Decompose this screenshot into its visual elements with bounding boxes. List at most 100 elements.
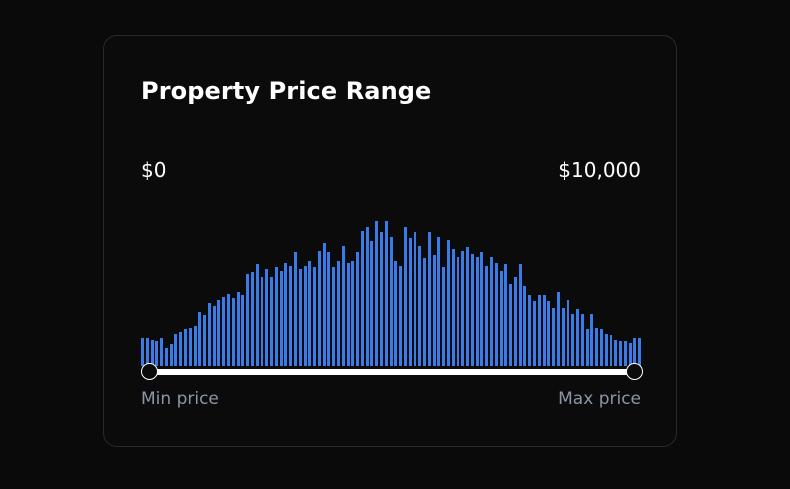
histogram-bar xyxy=(470,253,474,366)
histogram-bar xyxy=(571,313,575,366)
histogram-bar xyxy=(446,239,450,366)
histogram-bar xyxy=(504,264,508,366)
histogram-bar xyxy=(561,307,565,366)
histogram-bar xyxy=(203,315,207,366)
histogram-bar xyxy=(528,295,532,366)
histogram-bar xyxy=(188,327,192,366)
histogram-bar xyxy=(308,261,312,366)
histogram-bar xyxy=(595,327,599,366)
histogram-bar xyxy=(265,269,269,366)
histogram-bar xyxy=(547,301,551,366)
histogram-bar xyxy=(427,232,431,366)
histogram-bar xyxy=(155,341,159,366)
histogram-bar xyxy=(198,312,202,366)
histogram-bar xyxy=(552,307,556,366)
histogram-bar xyxy=(212,305,216,366)
histogram-bar xyxy=(356,252,360,366)
price-range-slider[interactable] xyxy=(141,362,643,382)
histogram-bar xyxy=(241,295,245,366)
histogram-bar xyxy=(141,338,144,366)
histogram-bar xyxy=(346,262,350,366)
histogram-bar xyxy=(341,245,345,366)
histogram-bar xyxy=(537,295,541,366)
histogram-bar xyxy=(236,292,240,366)
histogram-bar xyxy=(384,221,388,366)
histogram-bar xyxy=(380,232,383,366)
histogram-bar xyxy=(466,247,470,366)
min-price-caption: Min price xyxy=(141,389,219,409)
histogram-bar xyxy=(408,238,412,366)
histogram-bar xyxy=(322,242,326,366)
histogram-bar xyxy=(556,292,560,366)
histogram-bar xyxy=(576,309,580,366)
price-range-card: Property Price Range $0 $10,000 Min pric… xyxy=(103,35,677,447)
histogram-bar xyxy=(542,295,546,366)
histogram-bar xyxy=(590,313,594,366)
histogram-bar xyxy=(389,236,393,366)
histogram-bar xyxy=(169,344,173,366)
histogram-bar xyxy=(327,252,331,366)
histogram-bar xyxy=(513,276,517,366)
histogram-bar xyxy=(418,245,422,366)
histogram-bar xyxy=(231,298,235,366)
slider-track[interactable] xyxy=(149,369,635,375)
histogram-bar xyxy=(227,293,230,366)
histogram-bar xyxy=(399,265,403,366)
histogram-bar xyxy=(332,267,336,366)
histogram-bar xyxy=(437,236,441,366)
histogram-bar xyxy=(274,267,278,366)
histogram-bar xyxy=(461,250,465,366)
histogram-bar xyxy=(145,338,149,366)
histogram-bar xyxy=(494,262,498,366)
price-distribution-histogram xyxy=(141,212,643,366)
histogram-bar xyxy=(623,341,627,366)
histogram-bar xyxy=(633,338,637,366)
histogram-bar xyxy=(255,264,259,366)
histogram-bar xyxy=(566,299,570,366)
histogram-bar xyxy=(164,347,168,366)
histogram-bar xyxy=(298,269,302,366)
histogram-bar xyxy=(614,339,618,366)
histogram-bar xyxy=(193,326,197,366)
histogram-bar xyxy=(609,335,613,366)
histogram-bar xyxy=(284,262,288,366)
histogram-bar xyxy=(599,329,603,366)
histogram-bar xyxy=(533,301,536,366)
histogram-bar xyxy=(442,267,446,366)
histogram-bar xyxy=(270,276,274,366)
histogram-bar xyxy=(432,255,436,366)
histogram-bar xyxy=(222,296,226,366)
histogram-bar xyxy=(523,285,527,366)
histogram-bar xyxy=(250,272,254,366)
histogram-bar xyxy=(451,249,455,366)
histogram-bar xyxy=(289,265,293,366)
histogram-bar xyxy=(303,265,307,366)
histogram-bar xyxy=(456,256,460,366)
histogram-bar xyxy=(365,227,369,366)
max-price-value: $10,000 xyxy=(558,158,641,182)
histogram-bar xyxy=(394,261,398,366)
histogram-bar xyxy=(423,258,427,366)
histogram-bar xyxy=(207,302,211,366)
histogram-bar xyxy=(413,232,417,366)
min-price-handle[interactable] xyxy=(141,363,158,380)
histogram-bar xyxy=(580,313,584,366)
min-price-value: $0 xyxy=(141,158,167,182)
card-title: Property Price Range xyxy=(141,77,432,105)
max-price-handle[interactable] xyxy=(626,363,643,380)
histogram-bar xyxy=(260,276,264,366)
histogram-bar xyxy=(403,227,407,366)
histogram-bar xyxy=(279,270,283,366)
histogram-bar xyxy=(585,329,589,366)
histogram-bar xyxy=(150,339,154,366)
histogram-bar xyxy=(370,241,374,366)
histogram-bar xyxy=(337,261,340,366)
histogram-bar xyxy=(628,342,632,366)
histogram-bar xyxy=(217,299,221,366)
histogram-bar xyxy=(160,338,164,366)
histogram-bar xyxy=(184,329,187,366)
histogram-bar xyxy=(509,284,513,366)
histogram-bar xyxy=(351,261,355,366)
histogram-bar xyxy=(360,230,364,366)
histogram-bar xyxy=(480,252,484,366)
